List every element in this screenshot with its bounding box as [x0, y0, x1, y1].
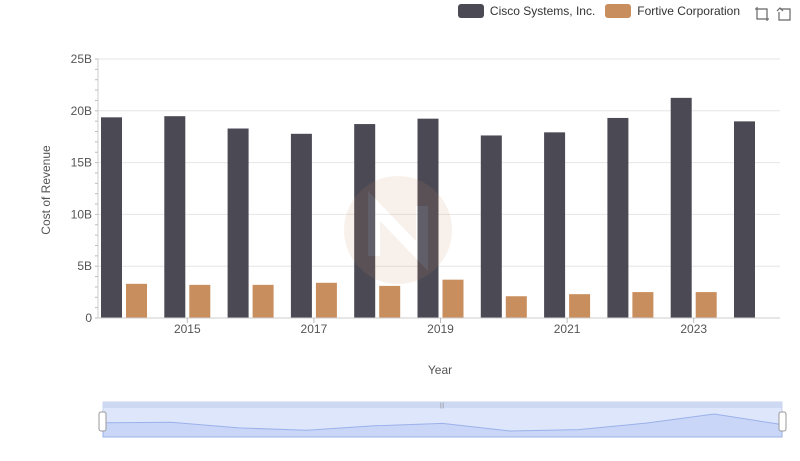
bar-cisco-2021[interactable]: [544, 132, 566, 318]
x-axis-title: Year: [428, 363, 452, 377]
grid-lines: [98, 58, 780, 267]
y-tick-label: 25B: [71, 52, 92, 66]
bar-cisco-2023[interactable]: [670, 97, 692, 318]
bar-fortive-2015[interactable]: [189, 284, 211, 318]
legend-label-cisco: Cisco Systems, Inc.: [489, 4, 596, 18]
zoom-reset-icon[interactable]: [754, 6, 770, 22]
bar-fortive-2014[interactable]: [126, 283, 147, 318]
navigator-grip-icon[interactable]: |||: [440, 403, 445, 409]
bar-cisco-2016[interactable]: [227, 128, 249, 318]
bar-fortive-2016[interactable]: [252, 284, 274, 318]
bar-cisco-2018[interactable]: [354, 124, 376, 319]
x-tick-label: 2019: [427, 322, 454, 336]
bar-cisco-2022[interactable]: [607, 117, 629, 319]
bar-fortive-2022[interactable]: [632, 292, 654, 318]
legend-item-fortive[interactable]: Fortive Corporation: [605, 4, 740, 18]
range-navigator[interactable]: |||: [98, 401, 787, 438]
y-tick-label: 20B: [71, 104, 92, 118]
bar-fortive-2018[interactable]: [379, 285, 401, 318]
y-tick-label: 5B: [77, 259, 92, 273]
navigator-handle-left[interactable]: [98, 411, 107, 432]
bars: [101, 97, 755, 319]
bar-cisco-2014[interactable]: [101, 117, 122, 318]
x-tick-label: 2021: [554, 322, 581, 336]
restore-icon[interactable]: [776, 6, 792, 22]
bar-fortive-2023[interactable]: [695, 292, 717, 318]
bar-cisco-2019[interactable]: [417, 118, 439, 318]
chart-toolbar: [754, 6, 792, 22]
bar-cisco-2024[interactable]: [734, 121, 755, 318]
navigator-top-bar[interactable]: [103, 402, 782, 408]
y-tick-label: 15B: [71, 156, 92, 170]
x-tick-label: 2017: [301, 322, 328, 336]
bar-fortive-2019[interactable]: [442, 279, 464, 318]
watermark-logo: [344, 176, 452, 284]
legend-swatch-cisco: [457, 4, 484, 18]
legend-swatch-fortive: [605, 4, 632, 18]
y-tick-label: 10B: [71, 207, 92, 221]
y-tick-label: 0: [85, 311, 92, 325]
bar-cisco-2020[interactable]: [480, 135, 502, 318]
bar-cisco-2017[interactable]: [290, 133, 312, 318]
x-tick-label: 2023: [680, 322, 707, 336]
chart-legend: Cisco Systems, Inc. Fortive Corporation: [457, 4, 740, 18]
legend-label-fortive: Fortive Corporation: [637, 4, 740, 18]
bar-cisco-2015[interactable]: [164, 116, 186, 319]
legend-item-cisco[interactable]: Cisco Systems, Inc.: [457, 4, 596, 18]
x-tick-label: 2015: [174, 322, 201, 336]
y-axis-title: Cost of Revenue: [39, 145, 53, 235]
bar-fortive-2021[interactable]: [569, 294, 591, 318]
navigator-series-line: [102, 413, 783, 438]
bar-fortive-2020[interactable]: [505, 296, 527, 318]
bar-fortive-2017[interactable]: [315, 282, 337, 318]
axes: 0 5B 10B 15B 20B 25B 2015 2017 2019 2021 2023: [71, 52, 780, 336]
navigator-handle-right[interactable]: [778, 411, 787, 432]
